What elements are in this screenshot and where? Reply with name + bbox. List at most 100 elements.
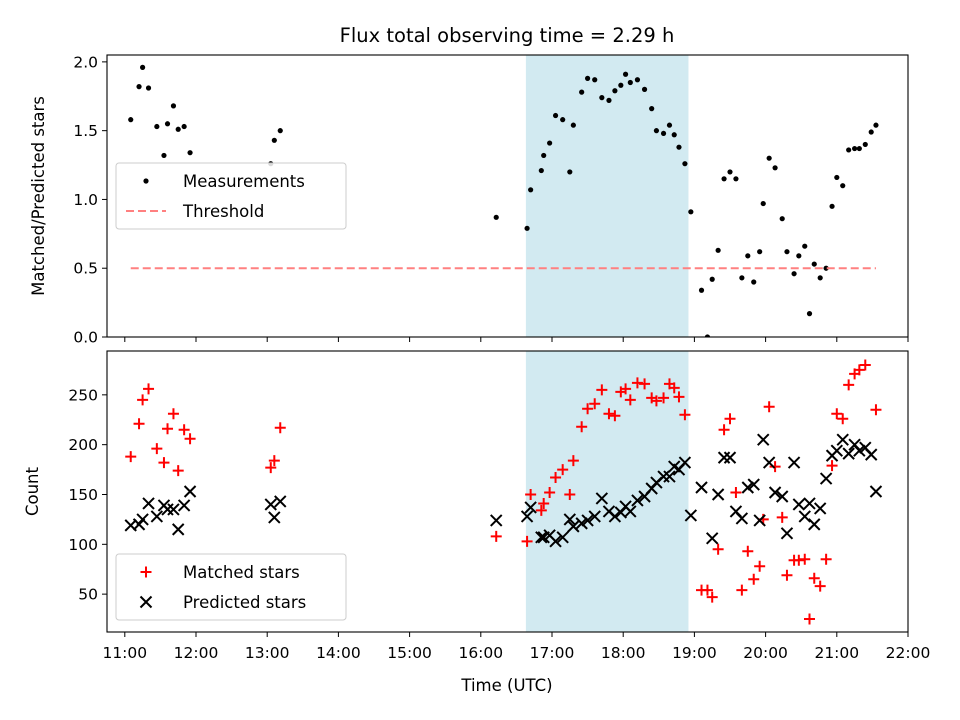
legend-marker-plus bbox=[140, 566, 152, 578]
measurement-point bbox=[704, 334, 711, 337]
predicted-star-point bbox=[142, 497, 155, 510]
predicted-star-point bbox=[631, 494, 644, 507]
measurement-point bbox=[592, 77, 598, 83]
matched-star-point bbox=[609, 410, 621, 422]
measurement-point bbox=[698, 287, 705, 293]
matched-star-point bbox=[538, 497, 550, 509]
legend-label: Predicted stars bbox=[183, 593, 306, 612]
legend-label: Measurements bbox=[183, 172, 305, 191]
measurement-point bbox=[660, 130, 667, 137]
predicted-star-point bbox=[717, 451, 731, 464]
measurement-point bbox=[739, 275, 745, 281]
matched-star-point bbox=[137, 394, 149, 406]
measurement-point bbox=[682, 161, 688, 167]
x-tick-label: 17:00 bbox=[530, 644, 575, 662]
predicted-star-point bbox=[563, 513, 577, 526]
measurement-point bbox=[634, 77, 641, 83]
matched-star-point bbox=[742, 545, 754, 557]
predicted-star-point bbox=[264, 498, 277, 511]
y-tick-label: 150 bbox=[68, 486, 98, 504]
measurement-point bbox=[136, 84, 142, 90]
matched-star-point bbox=[125, 451, 137, 463]
y-tick-label: 250 bbox=[68, 386, 98, 404]
measurement-point bbox=[653, 128, 660, 134]
matched-star-point bbox=[826, 460, 838, 472]
measurement-point bbox=[493, 214, 499, 220]
predicted-star-point bbox=[819, 472, 833, 485]
predicted-star-point bbox=[780, 527, 794, 540]
x-tick-label: 19:00 bbox=[672, 644, 717, 662]
measurement-point bbox=[154, 123, 160, 130]
measurement-point bbox=[806, 311, 813, 317]
predicted-star-point bbox=[678, 456, 692, 469]
predicted-star-point bbox=[274, 495, 287, 508]
measurement-point bbox=[733, 176, 739, 182]
matched-star-point bbox=[799, 553, 811, 565]
predicted-star-point bbox=[177, 499, 191, 512]
predicted-star-point bbox=[787, 456, 801, 469]
predicted-star-point bbox=[735, 512, 749, 525]
measurement-point bbox=[796, 253, 802, 259]
matched-star-point bbox=[724, 413, 736, 425]
matched-star-point bbox=[521, 535, 533, 547]
measurement-point bbox=[856, 145, 862, 152]
y-axis-label: Matched/Predicted stars bbox=[29, 96, 48, 296]
matched-star-point bbox=[564, 488, 576, 500]
predicted-star-point bbox=[757, 433, 770, 446]
y-tick-label: 100 bbox=[68, 536, 98, 554]
matched-star-point bbox=[582, 403, 594, 415]
measurement-point bbox=[606, 97, 612, 103]
measurement-point bbox=[715, 247, 721, 253]
measurement-point bbox=[791, 271, 797, 277]
measurement-point bbox=[181, 123, 187, 130]
x-tick-label: 21:00 bbox=[814, 644, 859, 662]
x-tick-label: 12:00 bbox=[174, 644, 219, 662]
matched-star-point bbox=[781, 569, 793, 581]
matched-star-point bbox=[754, 560, 766, 572]
matched-star-point bbox=[804, 613, 816, 625]
matched-star-point bbox=[639, 378, 651, 390]
matched-star-point bbox=[162, 423, 174, 435]
matched-star-point bbox=[679, 409, 691, 421]
matched-star-point bbox=[544, 486, 556, 498]
plot-area bbox=[124, 359, 883, 625]
measurement-point bbox=[164, 121, 171, 127]
predicted-star-point bbox=[808, 518, 821, 531]
predicted-star-point bbox=[768, 486, 782, 499]
matched-star-point bbox=[673, 391, 685, 403]
measurement-point bbox=[834, 174, 840, 181]
measurement-point bbox=[547, 140, 553, 146]
matched-star-point bbox=[603, 408, 615, 420]
measurement-point bbox=[823, 265, 829, 271]
predicted-star-point bbox=[869, 485, 883, 498]
measurement-point bbox=[666, 122, 673, 128]
measurement-point bbox=[618, 82, 624, 88]
measurement-point bbox=[873, 122, 879, 128]
predicted-star-point bbox=[830, 444, 844, 457]
measurement-point bbox=[552, 112, 559, 119]
measurement-point bbox=[766, 155, 772, 161]
legend-box bbox=[115, 162, 347, 230]
measurement-point bbox=[612, 88, 618, 94]
measurement-point bbox=[649, 106, 655, 112]
predicted-star-point bbox=[705, 532, 719, 545]
measurement-point bbox=[751, 279, 757, 285]
predicted-star-point bbox=[549, 535, 562, 548]
axes-frame bbox=[106, 54, 909, 338]
predicted-star-point bbox=[711, 488, 725, 501]
x-tick-label: 16:00 bbox=[458, 644, 503, 662]
matched-star-point bbox=[831, 408, 843, 420]
measurement-point bbox=[622, 71, 629, 77]
measurement-point bbox=[599, 95, 605, 101]
measurement-point bbox=[528, 187, 534, 193]
legend-marker-dot bbox=[143, 178, 149, 184]
y-tick-label: 2.0 bbox=[73, 53, 98, 71]
x-tick-label: 11:00 bbox=[102, 644, 147, 662]
matched-star-point bbox=[596, 384, 608, 396]
chart-title: Flux total observing time = 2.29 h bbox=[340, 24, 675, 47]
matched-star-point bbox=[859, 359, 871, 371]
matched-star-point bbox=[650, 395, 662, 407]
y-axis-label: Count bbox=[23, 466, 42, 516]
x-tick-label: 13:00 bbox=[245, 644, 290, 662]
measurement-point bbox=[271, 137, 277, 143]
